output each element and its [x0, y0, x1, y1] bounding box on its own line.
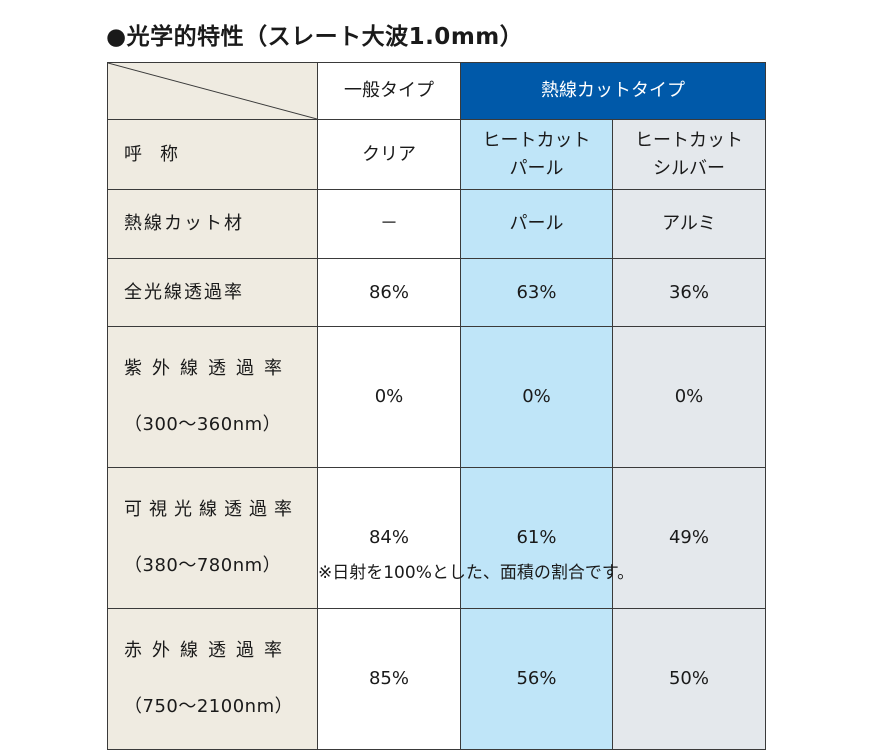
- row-label-text: 熱線カット材: [124, 213, 244, 234]
- header-general-type: 一般タイプ: [317, 62, 461, 120]
- row-label-text: 呼 称: [124, 143, 178, 165]
- cell-general: 0%: [317, 326, 461, 468]
- cell-general: 86%: [317, 258, 461, 327]
- row-label-text: 赤外線透過率: [124, 640, 292, 661]
- cell-general: －: [317, 189, 461, 259]
- cell-heat-cut-pearl: パール: [460, 189, 613, 259]
- row-label-text: 紫外線透過率: [124, 358, 292, 379]
- table-row: 全光線透過率 86% 63% 36%: [107, 258, 766, 327]
- cell-heat-cut-silver: ヒートカット シルバー: [612, 119, 766, 190]
- table-row: 紫外線透過率 （300～360nm） 0% 0% 0%: [107, 326, 766, 468]
- cell-heat-cut-pearl: 0%: [460, 326, 613, 468]
- cell-heat-cut-silver: アルミ: [612, 189, 766, 259]
- row-label: 熱線カット材: [107, 189, 318, 259]
- row-label: 全光線透過率: [107, 258, 318, 327]
- row-label: 赤外線透過率 （750～2100nm）: [107, 608, 318, 750]
- optical-properties-table: 一般タイプ 熱線カットタイプ 呼 称 クリア ヒートカット パール ヒートカット…: [107, 62, 766, 750]
- row-label-range: （300～360nm）: [124, 414, 282, 435]
- row-label: 紫外線透過率 （300～360nm）: [107, 326, 318, 468]
- row-label-text: 可視光線透過率: [124, 499, 299, 520]
- row-label: 可視光線透過率 （380～780nm）: [107, 467, 318, 609]
- cell-heat-cut-silver: 50%: [612, 608, 766, 750]
- row-label-text: 全光線透過率: [124, 281, 244, 303]
- table-header-row: 一般タイプ 熱線カットタイプ: [107, 62, 766, 120]
- footnote: ※日射を100%とした、面積の割合です。: [318, 563, 635, 583]
- section-title: ●光学的特性（スレート大波1.0mm）: [106, 24, 524, 50]
- table-row: 呼 称 クリア ヒートカット パール ヒートカット シルバー: [107, 119, 766, 190]
- cell-heat-cut-silver: 36%: [612, 258, 766, 327]
- cell-general: クリア: [317, 119, 461, 190]
- cell-general: 84%: [317, 467, 461, 609]
- row-label-range: （750～2100nm）: [124, 696, 294, 717]
- cell-heat-cut-silver: 49%: [612, 467, 766, 609]
- cell-heat-cut-pearl: ヒートカット パール: [460, 119, 613, 190]
- row-label-range: （380～780nm）: [124, 555, 282, 576]
- cell-heat-cut-pearl: 56%: [460, 608, 613, 750]
- cell-heat-cut-silver: 0%: [612, 326, 766, 468]
- cell-heat-cut-pearl: 63%: [460, 258, 613, 327]
- cell-general: 85%: [317, 608, 461, 750]
- header-corner-cell: [107, 62, 318, 120]
- table-row: 熱線カット材 － パール アルミ: [107, 189, 766, 259]
- diagonal-line: [108, 63, 317, 119]
- header-heat-cut-type: 熱線カットタイプ: [460, 62, 766, 120]
- table-row: 赤外線透過率 （750～2100nm） 85% 56% 50%: [107, 608, 766, 750]
- row-label: 呼 称: [107, 119, 318, 190]
- table-row: 可視光線透過率 （380～780nm） 84% 61% 49%: [107, 467, 766, 609]
- cell-heat-cut-pearl: 61%: [460, 467, 613, 609]
